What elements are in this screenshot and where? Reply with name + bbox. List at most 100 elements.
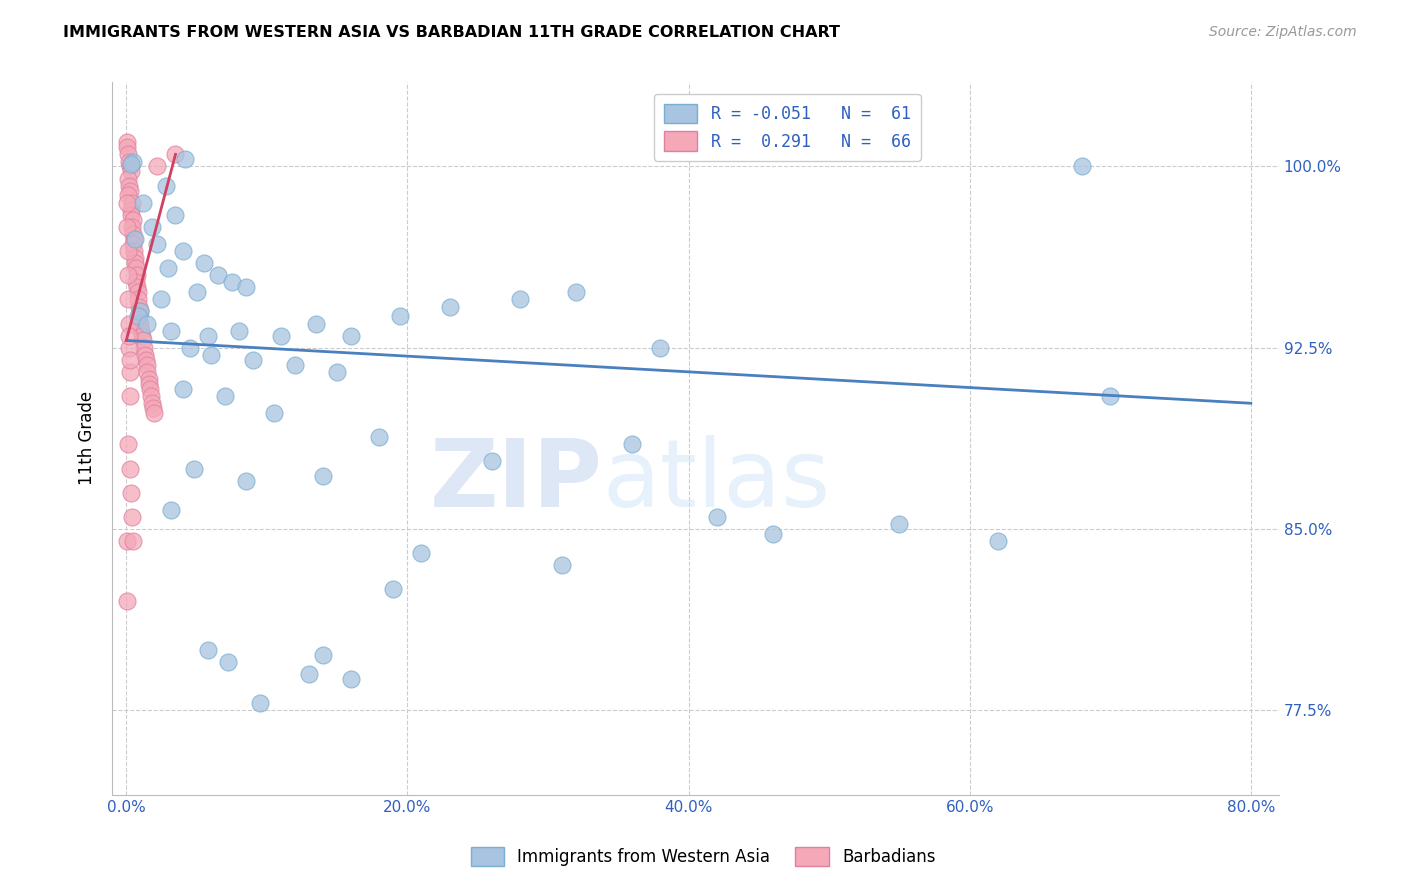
Point (128, 310, 150, 324)
Point (439, 300, 461, 314)
Point (298, 666, 321, 681)
Point (136, 365, 159, 379)
Y-axis label: 11th Grade: 11th Grade (79, 392, 96, 485)
Point (132, 334, 155, 348)
Point (120, 202, 142, 217)
Point (157, 260, 180, 275)
Point (481, 454, 503, 468)
Point (118, 154, 141, 169)
Point (706, 509, 728, 524)
Point (134, 348, 156, 362)
Point (340, 328, 363, 343)
Point (197, 642, 219, 657)
Point (565, 285, 588, 299)
Point (135, 352, 157, 367)
Point (117, 147, 139, 161)
Point (122, 236, 145, 251)
Point (141, 396, 163, 410)
Point (146, 236, 169, 251)
Point (121, 212, 143, 227)
Point (122, 232, 145, 246)
Point (138, 376, 160, 391)
Point (139, 382, 162, 396)
Point (172, 382, 194, 396)
Legend: Immigrants from Western Asia, Barbadians: Immigrants from Western Asia, Barbadians (464, 840, 942, 873)
Point (141, 219, 163, 234)
Point (889, 517, 911, 532)
Point (165, 208, 187, 222)
Point (221, 276, 243, 290)
Point (270, 328, 292, 343)
Point (124, 232, 146, 246)
Point (132, 195, 155, 210)
Point (172, 244, 194, 258)
Point (217, 655, 239, 669)
Point (141, 389, 163, 403)
Point (326, 365, 349, 379)
Point (235, 474, 257, 488)
Point (118, 352, 141, 367)
Point (127, 293, 149, 307)
Point (117, 188, 139, 202)
Point (621, 437, 644, 451)
Point (124, 244, 146, 258)
Point (117, 268, 139, 283)
Point (118, 389, 141, 403)
Point (183, 461, 205, 475)
Text: ZIP: ZIP (429, 435, 602, 527)
Point (124, 252, 146, 266)
Point (131, 328, 153, 343)
Point (155, 178, 177, 193)
Point (193, 256, 215, 270)
Point (117, 437, 139, 451)
Point (125, 276, 148, 290)
Text: atlas: atlas (602, 435, 831, 527)
Point (197, 328, 219, 343)
Point (762, 526, 785, 541)
Point (120, 208, 142, 222)
Point (150, 293, 173, 307)
Point (118, 178, 141, 193)
Point (160, 324, 183, 338)
Point (117, 293, 139, 307)
Point (263, 406, 285, 420)
Point (115, 195, 138, 210)
Point (179, 341, 201, 355)
Point (135, 358, 157, 372)
Point (121, 219, 143, 234)
Point (312, 468, 335, 483)
Point (129, 304, 152, 318)
Point (165, 147, 187, 161)
Point (551, 558, 574, 573)
Point (129, 317, 152, 331)
Text: IMMIGRANTS FROM WESTERN ASIA VS BARBADIAN 11TH GRADE CORRELATION CHART: IMMIGRANTS FROM WESTERN ASIA VS BARBADIA… (63, 25, 841, 40)
Point (117, 219, 139, 234)
Point (120, 485, 142, 500)
Point (128, 300, 150, 314)
Point (1071, 160, 1094, 174)
Point (128, 304, 150, 318)
Point (120, 164, 142, 178)
Point (117, 244, 139, 258)
Point (117, 140, 139, 154)
Point (115, 136, 138, 150)
Text: Source: ZipAtlas.com: Source: ZipAtlas.com (1209, 25, 1357, 39)
Point (115, 594, 138, 608)
Point (143, 406, 166, 420)
Point (121, 509, 143, 524)
Point (117, 171, 139, 186)
Point (186, 285, 208, 299)
Point (122, 227, 145, 241)
Point (382, 582, 405, 597)
Point (160, 502, 183, 516)
Point (389, 310, 412, 324)
Point (118, 365, 141, 379)
Point (124, 256, 146, 270)
Point (200, 348, 222, 362)
Point (120, 184, 142, 198)
Point (249, 696, 271, 710)
Point (284, 358, 307, 372)
Point (305, 317, 328, 331)
Point (411, 546, 433, 560)
Point (122, 533, 145, 548)
